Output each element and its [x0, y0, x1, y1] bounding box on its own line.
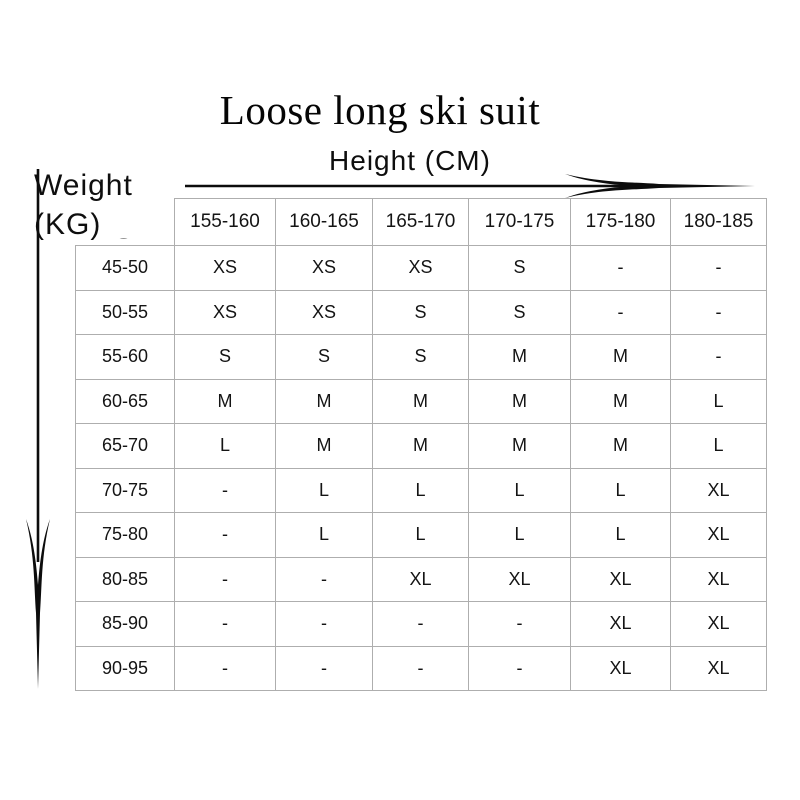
size-cell: XS — [275, 245, 373, 291]
size-cell: M — [372, 423, 469, 469]
size-cell: XL — [468, 556, 571, 602]
size-table-container: 155-160 160-165 165-170 170-175 175-180 … — [75, 198, 767, 691]
size-cell: L — [468, 467, 571, 513]
size-cell: L — [372, 512, 469, 558]
size-cell: L — [275, 512, 373, 558]
size-cell: M — [570, 423, 671, 469]
size-cell: M — [570, 334, 671, 380]
size-cell: XS — [174, 245, 276, 291]
size-cell: XS — [372, 245, 469, 291]
size-cell: M — [275, 423, 373, 469]
weight-row-header: 60-65 — [75, 378, 175, 424]
height-axis-label: Height (CM) — [329, 145, 491, 176]
height-column-header: 175-180 — [570, 198, 671, 246]
table-row: 90-95 - - - - XL XL — [75, 645, 767, 691]
size-cell: - — [275, 645, 373, 691]
height-column-header: 155-160 — [174, 198, 276, 246]
table-row: 80-85 - - XL XL XL XL — [75, 556, 767, 602]
size-cell: XL — [372, 556, 469, 602]
size-cell: XL — [670, 601, 767, 647]
size-cell: - — [174, 467, 276, 513]
size-cell: XS — [275, 289, 373, 335]
size-cell: L — [570, 512, 671, 558]
weight-row-header: 45-50 — [75, 245, 175, 291]
weight-axis-label: Weight (KG) — [18, 160, 170, 241]
size-cell: XL — [570, 556, 671, 602]
size-cell: M — [468, 378, 571, 424]
size-cell: - — [174, 601, 276, 647]
size-cell: - — [275, 601, 373, 647]
size-cell: XL — [670, 645, 767, 691]
size-cell: XL — [670, 556, 767, 602]
size-cell: - — [275, 556, 373, 602]
weight-row-header: 75-80 — [75, 512, 175, 558]
weight-row-header: 55-60 — [75, 334, 175, 380]
table-row: 85-90 - - - - XL XL — [75, 601, 767, 647]
weight-row-header: 65-70 — [75, 423, 175, 469]
size-cell: S — [372, 334, 469, 380]
size-cell: XL — [670, 512, 767, 558]
weight-row-header: 50-55 — [75, 289, 175, 335]
size-cell: - — [468, 645, 571, 691]
size-cell: L — [670, 378, 767, 424]
size-cell: - — [670, 289, 767, 335]
weight-axis-label-line2: (KG) — [34, 208, 102, 241]
size-cell: - — [174, 645, 276, 691]
size-cell: M — [468, 423, 571, 469]
size-cell: - — [174, 512, 276, 558]
size-cell: L — [570, 467, 671, 513]
size-cell: XS — [174, 289, 276, 335]
size-cell: S — [468, 245, 571, 291]
table-row: 50-55 XS XS S S - - — [75, 289, 767, 335]
height-column-header: 165-170 — [372, 198, 469, 246]
height-column-header: 160-165 — [275, 198, 373, 246]
table-row: 65-70 L M M M M L — [75, 423, 767, 469]
page-title: Loose long ski suit — [219, 87, 541, 133]
table-row: 45-50 XS XS XS S - - — [75, 245, 767, 291]
weight-row-header: 80-85 — [75, 556, 175, 602]
size-cell: L — [372, 467, 469, 513]
size-cell: S — [174, 334, 276, 380]
size-cell: M — [275, 378, 373, 424]
size-cell: L — [174, 423, 276, 469]
size-cell: XL — [670, 467, 767, 513]
weight-row-header: 85-90 — [75, 601, 175, 647]
size-cell: M — [468, 334, 571, 380]
size-cell: - — [670, 334, 767, 380]
size-cell: L — [275, 467, 373, 513]
height-right-arrow-icon — [185, 174, 755, 198]
size-cell: M — [372, 378, 469, 424]
size-cell: M — [174, 378, 276, 424]
header-row: 155-160 160-165 165-170 170-175 175-180 … — [75, 198, 767, 246]
table-row: 55-60 S S S M M - — [75, 334, 767, 380]
size-cell: S — [372, 289, 469, 335]
size-cell: L — [670, 423, 767, 469]
size-cell: S — [468, 289, 571, 335]
table-row: 70-75 - L L L L XL — [75, 467, 767, 513]
table-row: 75-80 - L L L L XL — [75, 512, 767, 558]
size-cell: - — [372, 601, 469, 647]
weight-down-arrow-icon — [26, 169, 50, 689]
size-cell: - — [372, 645, 469, 691]
size-cell: L — [468, 512, 571, 558]
height-column-header: 180-185 — [670, 198, 767, 246]
size-cell: - — [174, 556, 276, 602]
size-table: 155-160 160-165 165-170 170-175 175-180 … — [75, 198, 767, 691]
size-cell: - — [468, 601, 571, 647]
size-cell: XL — [570, 601, 671, 647]
weight-axis-label-line1: Weight — [34, 169, 133, 202]
size-cell: - — [570, 245, 671, 291]
size-cell: XL — [570, 645, 671, 691]
table-row: 60-65 M M M M M L — [75, 378, 767, 424]
size-cell: S — [275, 334, 373, 380]
weight-row-header: 70-75 — [75, 467, 175, 513]
weight-row-header: 90-95 — [75, 645, 175, 691]
size-cell: - — [570, 289, 671, 335]
height-column-header: 170-175 — [468, 198, 571, 246]
size-cell: M — [570, 378, 671, 424]
size-cell: - — [670, 245, 767, 291]
